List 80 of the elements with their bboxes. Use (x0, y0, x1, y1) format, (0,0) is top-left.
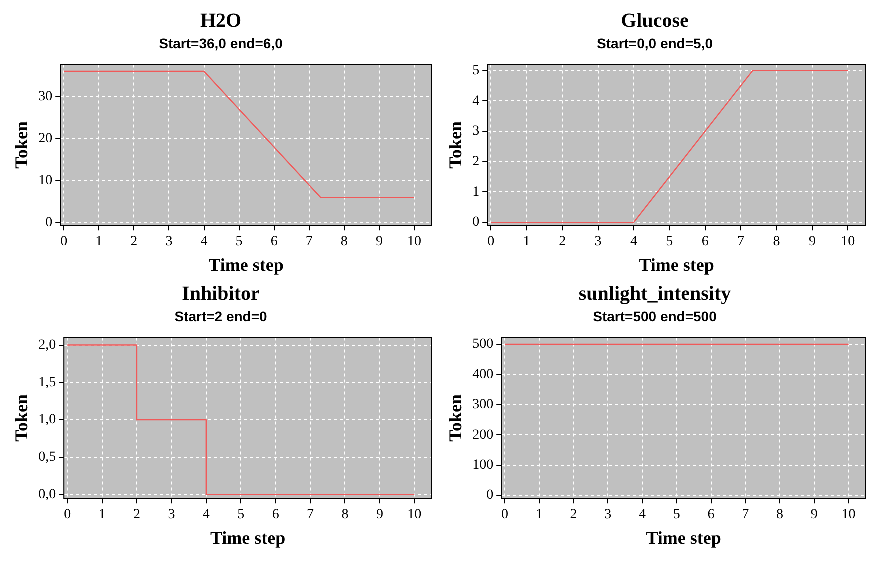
x-axis-title: Time step (639, 254, 714, 275)
y-tick-label: 200 (472, 428, 494, 443)
chart-subtitle: Start=0,0 end=5,0 (597, 35, 714, 52)
x-tick-label: 8 (776, 508, 784, 523)
x-tick-label: 3 (166, 234, 173, 250)
x-tick-label: 10 (841, 234, 856, 250)
y-tick-label: 100 (472, 458, 494, 474)
y-tick-label: 300 (472, 398, 494, 413)
x-tick-label: 6 (270, 234, 278, 250)
y-tick-label: 10 (38, 174, 53, 189)
x-tick-label: 1 (536, 508, 543, 523)
y-axis-title: Token (445, 122, 466, 169)
y-tick-label: 3 (472, 124, 480, 140)
x-tick-label: 0 (502, 508, 509, 523)
x-tick-label: 9 (376, 508, 384, 523)
chart-title: Inhibitor (182, 283, 260, 306)
x-tick-label: 2 (570, 508, 578, 523)
y-axis-title: Token (445, 394, 466, 442)
chart-subtitle: Start=36,0 end=6,0 (159, 35, 284, 52)
y-axis-title: Token (11, 122, 32, 169)
x-tick-label: 9 (808, 234, 816, 250)
x-tick-label: 7 (738, 234, 745, 250)
x-tick-label: 1 (523, 234, 530, 250)
x-tick-label: 1 (98, 508, 106, 523)
x-tick-label: 4 (630, 234, 638, 250)
x-tick-label: 7 (306, 234, 313, 250)
y-tick-label: 0 (472, 215, 480, 230)
y-tick-label: 400 (472, 367, 494, 382)
x-tick-label: 9 (810, 508, 818, 523)
chart-subtitle: Start=500 end=500 (593, 308, 718, 324)
x-tick-label: 8 (342, 508, 349, 523)
chart-title: H2O (200, 10, 242, 32)
x-tick-label: 0 (64, 508, 72, 523)
x-tick-label: 1 (96, 234, 103, 250)
x-tick-label: 5 (238, 508, 245, 523)
chart-subtitle: Start=2 end=0 (174, 308, 268, 324)
x-tick-label: 9 (376, 234, 383, 250)
x-tick-label: 4 (639, 508, 646, 523)
y-tick-label: 4 (472, 94, 480, 109)
x-tick-label: 2 (133, 508, 140, 523)
chart-title: Glucose (621, 10, 690, 32)
x-tick-label: 10 (408, 508, 422, 523)
y-tick-label: 20 (38, 132, 53, 147)
x-tick-label: 5 (666, 234, 674, 250)
y-tick-label: 0,0 (38, 488, 56, 503)
x-tick-label: 4 (200, 234, 208, 250)
x-tick-label: 8 (340, 234, 348, 250)
x-tick-label: 6 (702, 234, 709, 250)
x-tick-label: 5 (236, 234, 243, 250)
x-axis-title: Time step (646, 528, 722, 548)
x-tick-label: 7 (307, 508, 314, 523)
x-tick-label: 4 (202, 508, 210, 523)
y-tick-label: 2 (472, 154, 480, 170)
y-tick-label: 500 (472, 337, 494, 352)
chart-title: sunlight_intensity (578, 283, 732, 306)
x-tick-label: 8 (773, 234, 780, 250)
y-tick-label: 5 (472, 64, 480, 79)
x-tick-label: 2 (130, 234, 138, 250)
y-tick-label: 0 (46, 216, 53, 231)
x-tick-label: 7 (742, 508, 750, 523)
x-tick-label: 3 (168, 508, 176, 523)
y-tick-label: 1,5 (38, 375, 56, 390)
y-tick-label: 0 (486, 488, 494, 504)
y-tick-label: 1,0 (38, 412, 56, 428)
y-axis-title: Token (11, 394, 32, 442)
y-tick-label: 1 (472, 184, 480, 200)
x-tick-label: 2 (559, 234, 566, 250)
x-axis-title: Time step (210, 528, 286, 548)
x-tick-label: 10 (842, 508, 856, 523)
x-tick-label: 0 (60, 234, 68, 250)
y-tick-label: 2,0 (38, 338, 56, 353)
x-tick-label: 10 (407, 234, 422, 250)
y-tick-label: 0,5 (38, 450, 56, 466)
x-tick-label: 6 (708, 508, 715, 523)
x-tick-label: 6 (272, 508, 280, 523)
x-tick-label: 5 (673, 508, 680, 523)
x-tick-label: 3 (594, 234, 602, 250)
y-tick-label: 30 (38, 89, 53, 104)
x-axis-title: Time step (208, 254, 284, 275)
x-tick-label: 3 (604, 508, 612, 523)
